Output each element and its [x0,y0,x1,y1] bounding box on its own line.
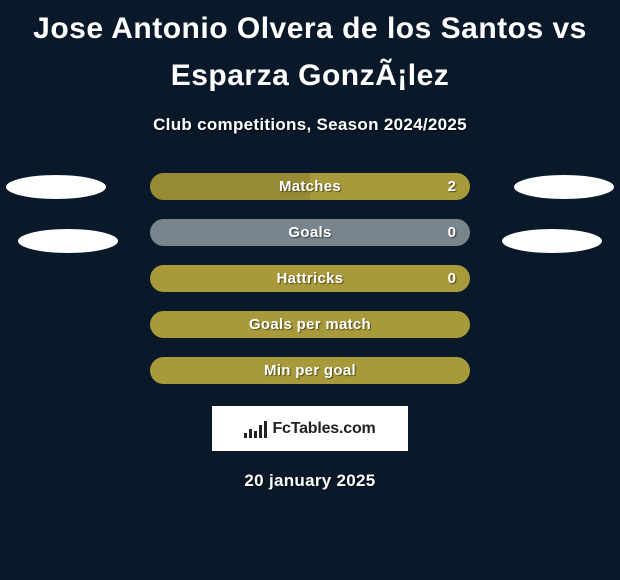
stat-value: 2 [448,178,456,195]
logo-text: FcTables.com [272,420,375,438]
avatar-left-1 [6,175,106,199]
stat-label: Min per goal [264,362,356,379]
chart-icon [244,420,267,438]
stats-container: Matches 2 Goals 0 Hattricks 0 Goals per … [0,173,620,384]
stat-row-goals-per-match: Goals per match [150,311,470,338]
avatar-left-2 [18,229,118,253]
stat-value: 0 [448,224,456,241]
stat-row-goals: Goals 0 [150,219,470,246]
comparison-subtitle: Club competitions, Season 2024/2025 [0,115,620,135]
source-logo: FcTables.com [212,406,408,451]
snapshot-date: 20 january 2025 [0,471,620,491]
stat-label: Matches [279,178,341,195]
stat-label: Goals per match [249,316,371,333]
stat-value: 0 [448,270,456,287]
stat-label: Hattricks [277,270,344,287]
avatar-right-2 [502,229,602,253]
avatar-right-1 [514,175,614,199]
stat-row-min-per-goal: Min per goal [150,357,470,384]
comparison-title: Jose Antonio Olvera de los Santos vs Esp… [0,0,620,99]
stat-row-hattricks: Hattricks 0 [150,265,470,292]
stat-label: Goals [288,224,331,241]
stat-row-matches: Matches 2 [150,173,470,200]
